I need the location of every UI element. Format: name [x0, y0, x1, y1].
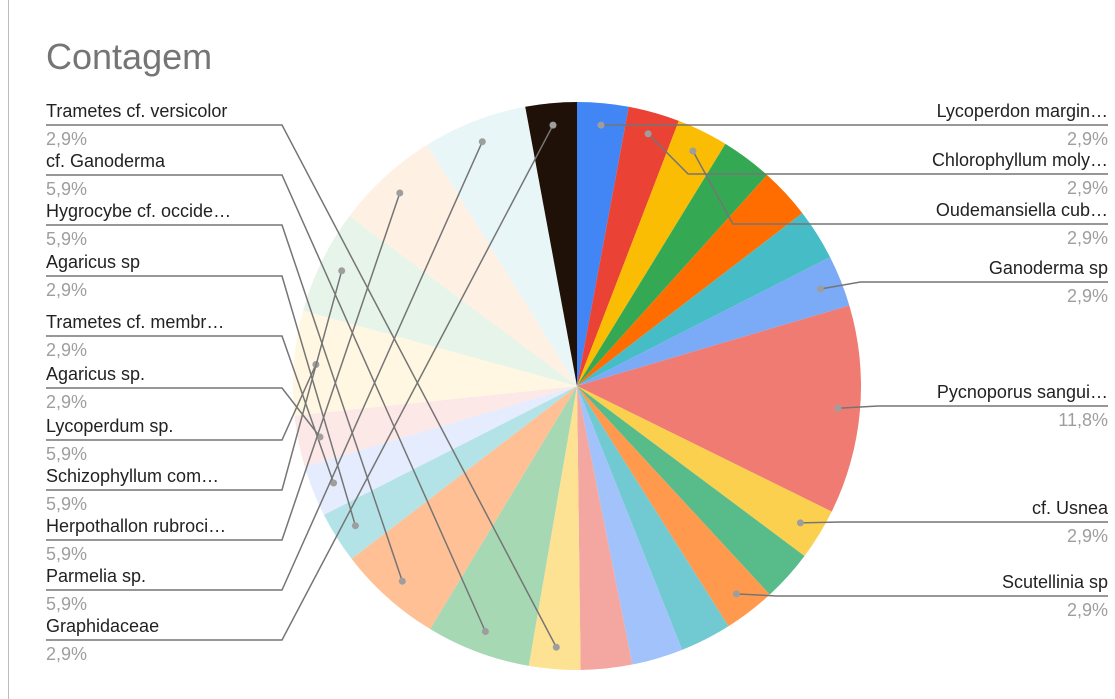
slice-label: Graphidaceae — [46, 616, 159, 636]
slice-percent-label: 2,9% — [46, 392, 87, 412]
leader-line — [692, 150, 1108, 225]
slice-percent-label: 2,9% — [46, 280, 87, 300]
leader-line — [800, 521, 1108, 524]
pie-slice[interactable] — [349, 144, 577, 386]
leader-dot — [644, 130, 652, 138]
leader-line — [46, 270, 343, 491]
slice-label: Scutellinia sp — [1002, 572, 1108, 592]
leader-line — [46, 275, 357, 526]
leader-line — [46, 141, 483, 591]
slice-label: Chlorophyllum moly… — [932, 150, 1108, 170]
leader-dot — [834, 404, 842, 412]
leader-line — [46, 124, 557, 648]
leader-line — [46, 124, 554, 641]
slice-label: Agaricus sp — [46, 252, 140, 272]
pie-slice[interactable] — [427, 106, 577, 386]
slice-percent-label: 5,9% — [46, 494, 87, 514]
slice-label: Trametes cf. versicolor — [46, 101, 227, 121]
pie-slice[interactable] — [577, 102, 629, 386]
leader-dot — [689, 147, 697, 155]
pie-slice[interactable] — [577, 386, 770, 627]
chart-title: Contagem — [46, 36, 213, 77]
pie-slice[interactable] — [528, 386, 581, 671]
pie-slice[interactable] — [577, 143, 768, 386]
pie-slice[interactable] — [577, 305, 861, 512]
slice-percent-label: 2,9% — [1067, 129, 1108, 149]
slice-label: Parmelia sp. — [46, 566, 146, 586]
leader-line — [46, 192, 401, 541]
pie-slice[interactable] — [303, 216, 577, 386]
leader-dot — [732, 590, 740, 598]
slice-label: Trametes cf. membr… — [46, 312, 224, 332]
leader-dot — [396, 189, 404, 197]
slice-label: Hygrocybe cf. occide… — [46, 201, 231, 221]
slice-percent-label: 2,9% — [1067, 286, 1108, 306]
leader-dot — [549, 121, 557, 129]
pie-slice[interactable] — [294, 386, 577, 467]
leader-dot — [796, 519, 804, 527]
pie-slice[interactable] — [577, 120, 726, 387]
leader-line — [837, 405, 1108, 410]
slice-label: Pycnoporus sangui… — [937, 382, 1108, 402]
leader-line — [820, 281, 1108, 290]
slice-label: cf. Ganoderma — [46, 151, 166, 171]
leader-line — [736, 593, 1108, 597]
leader-line — [46, 224, 404, 582]
slice-label: Lycoperdum sp. — [46, 416, 173, 436]
leader-line — [46, 387, 321, 438]
pie-slice[interactable] — [577, 174, 803, 386]
pie-slice[interactable] — [577, 257, 850, 386]
pie-slice[interactable] — [577, 386, 729, 650]
leader-line — [647, 133, 1108, 175]
slice-label: Oudemansiella cub… — [936, 200, 1108, 220]
leader-dot — [597, 121, 605, 129]
slice-percent-label: 2,9% — [1067, 178, 1108, 198]
pie-slice[interactable] — [430, 386, 577, 666]
pie-slice[interactable] — [577, 386, 683, 665]
slice-percent-label: 11,8% — [1058, 410, 1108, 430]
leader-dot — [816, 285, 824, 293]
slice-label: Agaricus sp. — [46, 364, 145, 384]
slice-percent-label: 2,9% — [46, 644, 87, 664]
slice-label: Lycoperdon margin… — [937, 101, 1108, 121]
leader-line — [46, 174, 487, 632]
leader-line — [46, 364, 317, 441]
slice-percent-label: 2,9% — [1067, 600, 1108, 620]
slice-percent-label: 5,9% — [46, 444, 87, 464]
leader-dot — [351, 522, 359, 530]
leader-dot — [330, 479, 338, 487]
pie-slice[interactable] — [351, 386, 577, 630]
pie-slice[interactable] — [323, 386, 577, 559]
leader-dot — [481, 628, 489, 635]
slice-percent-label: 5,9% — [46, 229, 87, 249]
pie-slice[interactable] — [577, 213, 831, 386]
pie-slice[interactable] — [577, 386, 805, 595]
pie-slice[interactable] — [577, 386, 633, 670]
pie-slice[interactable] — [292, 310, 577, 416]
leader-dot — [552, 643, 560, 651]
slice-percent-label: 5,9% — [46, 594, 87, 614]
slice-percent-label: 2,9% — [1067, 228, 1108, 248]
pie-slice[interactable] — [577, 106, 679, 386]
slice-percent-label: 5,9% — [46, 544, 87, 564]
slice-label: Herpothallon rubroci… — [46, 516, 226, 536]
leader-dot — [398, 577, 406, 585]
pie-slice[interactable] — [525, 102, 577, 386]
leader-dot — [478, 138, 486, 146]
pie-slice[interactable] — [577, 386, 832, 556]
slice-percent-label: 2,9% — [1067, 526, 1108, 546]
slice-label: Schizophyllum com… — [46, 466, 219, 486]
slice-percent-label: 5,9% — [46, 179, 87, 199]
slice-percent-label: 2,9% — [46, 129, 87, 149]
pie-slice[interactable] — [304, 386, 577, 515]
slice-label: Ganoderma sp — [989, 258, 1108, 278]
leader-line — [46, 335, 335, 484]
slice-percent-label: 2,9% — [46, 340, 87, 360]
leader-dot — [338, 267, 346, 275]
slice-label: cf. Usnea — [1032, 498, 1109, 518]
frame-border — [8, 0, 9, 699]
